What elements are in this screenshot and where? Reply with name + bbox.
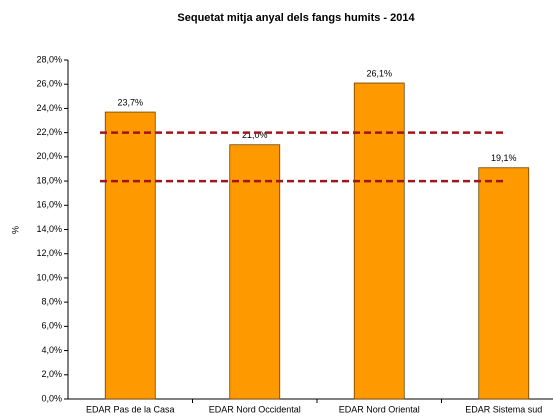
y-tick-label: 26,0% xyxy=(36,79,62,89)
y-tick-label: 2,0% xyxy=(41,369,62,379)
x-tick-label: EDAR Nord Oriental xyxy=(339,404,420,414)
value-label: 21,0% xyxy=(242,130,268,140)
y-tick-label: 16,0% xyxy=(36,200,62,210)
bar xyxy=(229,144,281,400)
y-tick-label: 10,0% xyxy=(36,272,62,282)
value-label: 19,1% xyxy=(491,153,517,163)
y-tick-label: 6,0% xyxy=(41,321,62,331)
x-tick-label: EDAR Sistema sud xyxy=(465,404,542,414)
y-axis-label: % xyxy=(10,226,20,234)
y-tick-label: 14,0% xyxy=(36,224,62,234)
y-tick-label: 18,0% xyxy=(36,175,62,185)
y-tick-label: 12,0% xyxy=(36,248,62,258)
bar xyxy=(353,82,405,400)
bar xyxy=(104,111,156,400)
chart-title: Sequetat mitja anyal dels fangs humits -… xyxy=(177,12,415,24)
value-label: 26,1% xyxy=(366,68,392,78)
x-tick-label: EDAR Nord Occidental xyxy=(209,404,301,414)
y-tick-label: 24,0% xyxy=(36,103,62,113)
y-tick-label: 0,0% xyxy=(41,393,62,403)
y-tick-label: 28,0% xyxy=(36,54,62,64)
y-tick-label: 22,0% xyxy=(36,127,62,137)
x-tick-label: EDAR Pas de la Casa xyxy=(86,404,175,414)
bar xyxy=(478,167,530,400)
y-tick-label: 20,0% xyxy=(36,151,62,161)
y-tick-label: 4,0% xyxy=(41,345,62,355)
y-tick-label: 8,0% xyxy=(41,297,62,307)
value-label: 23,7% xyxy=(117,97,143,107)
